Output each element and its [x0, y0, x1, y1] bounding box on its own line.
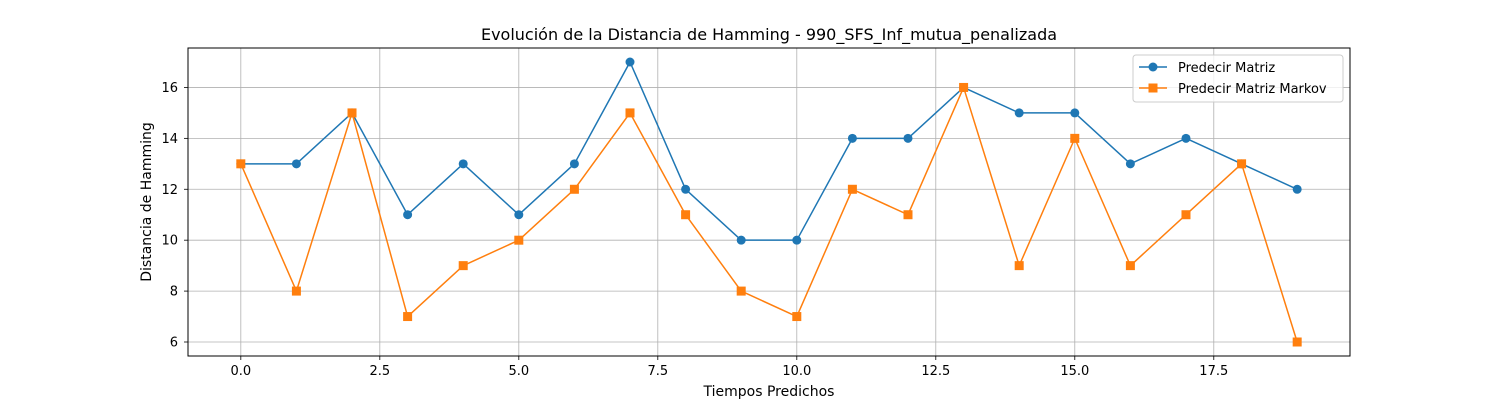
x-tick-label: 17.5 — [1199, 364, 1228, 379]
y-tick-label: 6 — [170, 336, 178, 351]
data-point-predecir-matriz — [792, 235, 802, 245]
x-tick-label: 15.0 — [1060, 364, 1089, 379]
data-point-predecir-matriz-markov — [514, 235, 524, 245]
data-point-predecir-matriz-markov — [792, 312, 802, 322]
data-point-predecir-matriz — [903, 133, 913, 143]
data-point-predecir-matriz — [625, 57, 635, 67]
y-tick-label: 12 — [161, 183, 178, 198]
data-point-predecir-matriz — [847, 133, 857, 143]
series-line-predecir-matriz-markov — [240, 86, 1298, 343]
data-point-predecir-matriz-markov — [569, 184, 579, 194]
data-point-predecir-matriz — [1292, 184, 1302, 194]
data-point-predecir-matriz-markov — [1181, 210, 1191, 220]
x-axis-title: Tiempos Predichos — [703, 384, 835, 400]
chart-title: Evolución de la Distancia de Hamming - 9… — [481, 25, 1057, 45]
legend-label-predecir-matriz-markov: Predecir Matriz Markov — [1178, 82, 1327, 97]
y-tick-label: 8 — [170, 285, 178, 300]
data-point-predecir-matriz-markov — [903, 210, 913, 220]
series-line-predecir-matriz — [240, 61, 1298, 241]
data-point-predecir-matriz — [1181, 133, 1191, 143]
data-point-predecir-matriz — [681, 184, 691, 194]
data-point-predecir-matriz — [569, 159, 579, 169]
data-point-predecir-matriz — [1014, 108, 1024, 118]
data-point-predecir-matriz-markov — [1070, 133, 1080, 143]
data-point-predecir-matriz — [1070, 108, 1080, 118]
data-point-predecir-matriz — [736, 235, 746, 245]
data-point-predecir-matriz — [458, 159, 468, 169]
data-point-predecir-matriz-markov — [236, 159, 246, 169]
data-point-predecir-matriz-markov — [625, 108, 635, 118]
data-point-predecir-matriz-markov — [847, 184, 857, 194]
data-point-predecir-matriz — [514, 210, 524, 220]
data-point-predecir-matriz — [403, 210, 413, 220]
legend-box — [1132, 54, 1344, 103]
data-point-predecir-matriz-markov — [959, 82, 969, 92]
legend: Predecir Matriz Predecir Matriz Markov — [1132, 54, 1344, 103]
x-tick-label: 7.5 — [647, 364, 668, 379]
legend-label-predecir-matriz: Predecir Matriz — [1178, 61, 1275, 76]
data-point-predecir-matriz-markov — [681, 210, 691, 220]
x-tick-label: 2.5 — [369, 364, 390, 379]
y-tick-label: 16 — [161, 81, 178, 96]
data-point-predecir-matriz — [291, 159, 301, 169]
x-tick-label: 10.0 — [782, 364, 811, 379]
plot-frame — [187, 47, 1351, 357]
y-axis: 6 8 10 12 14 16 — [161, 81, 188, 351]
legend-marker-predecir-matriz-markov — [1148, 83, 1158, 93]
y-tick-label: 14 — [161, 132, 178, 147]
data-point-predecir-matriz-markov — [1237, 159, 1247, 169]
data-point-predecir-matriz-markov — [403, 312, 413, 322]
x-axis: 0.0 2.5 5.0 7.5 10.0 12.5 15.0 17.5 — [230, 356, 1228, 379]
legend-marker-predecir-matriz — [1148, 62, 1158, 72]
x-tick-label: 0.0 — [230, 364, 251, 379]
y-tick-label: 10 — [161, 234, 178, 249]
data-point-predecir-matriz-markov — [458, 261, 468, 271]
data-point-predecir-matriz-markov — [347, 108, 357, 118]
data-point-predecir-matriz-markov — [291, 286, 301, 296]
data-point-predecir-matriz — [1125, 159, 1135, 169]
x-tick-label: 5.0 — [508, 364, 529, 379]
x-tick-label: 12.5 — [921, 364, 950, 379]
data-point-predecir-matriz-markov — [736, 286, 746, 296]
data-point-predecir-matriz-markov — [1125, 261, 1135, 271]
data-point-predecir-matriz-markov — [1014, 261, 1024, 271]
series-layer — [236, 57, 1302, 347]
series-predecir-matriz-markov — [236, 82, 1302, 347]
y-axis-title: Distancia de Hamming — [139, 122, 155, 282]
data-point-predecir-matriz-markov — [1292, 337, 1302, 347]
